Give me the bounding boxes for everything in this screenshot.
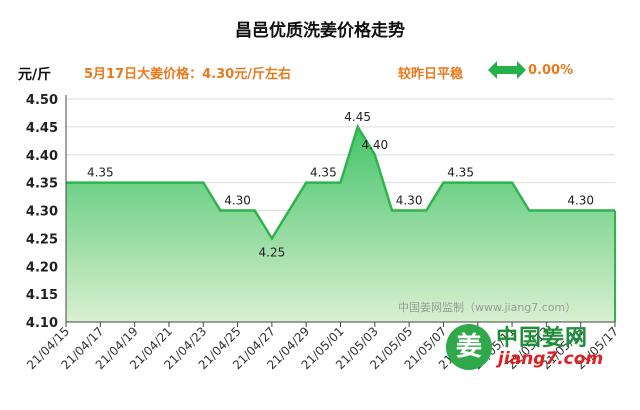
y-tick-label: 4.50 <box>26 93 58 108</box>
data-label: 4.35 <box>310 166 337 180</box>
chart-title: 昌邑优质洗姜价格走势 <box>235 21 405 41</box>
data-label: 4.45 <box>344 110 371 124</box>
compare-value: 0.00% <box>528 63 574 78</box>
site-logo: 姜 中国姜网 jiang7.com <box>446 320 622 376</box>
y-tick-label: 4.45 <box>26 121 58 136</box>
price-line <box>66 123 615 241</box>
y-tick-label: 4.35 <box>26 177 58 192</box>
data-label: 4.30 <box>567 194 594 208</box>
double-arrow-icon <box>488 61 526 79</box>
data-label: 4.25 <box>259 245 286 259</box>
compare-label: 较昨日平稳 <box>398 67 464 82</box>
data-label: 4.30 <box>224 194 251 208</box>
y-tick-label: 4.15 <box>26 288 58 303</box>
y-tick-label: 4.30 <box>26 205 58 220</box>
data-label: 4.35 <box>447 166 474 180</box>
price-area <box>66 126 615 323</box>
watermark-text: 中国姜网监制（www.jiang7.com） <box>398 300 576 314</box>
y-tick-label: 4.10 <box>26 316 58 331</box>
y-axis-unit: 元/斤 <box>18 67 52 83</box>
y-tick-label: 4.20 <box>26 260 58 275</box>
data-label: 4.40 <box>361 138 388 152</box>
ginger-logo-icon: 姜 <box>446 324 492 370</box>
y-tick-label: 4.25 <box>26 232 58 247</box>
y-tick-label: 4.40 <box>26 149 58 164</box>
logo-name: 中国姜网 <box>496 326 589 351</box>
logo-url: jiang7.com <box>498 349 604 369</box>
data-label: 4.30 <box>396 194 423 208</box>
data-label: 4.35 <box>87 166 114 180</box>
current-price-text: 5月17日大姜价格：4.30元/斤左右 <box>84 67 291 82</box>
